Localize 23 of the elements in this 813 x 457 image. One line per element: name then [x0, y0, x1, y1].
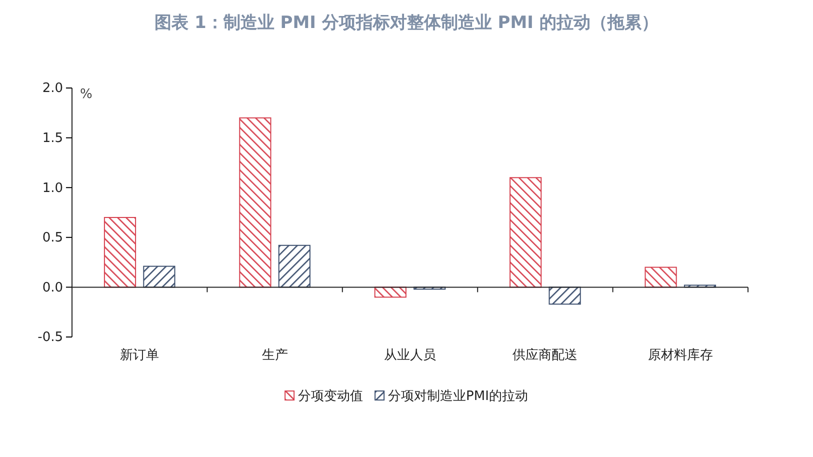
- legend-label: 分项变动值: [298, 389, 364, 404]
- x-tick-label: 新订单: [120, 348, 160, 363]
- y-tick-label: -0.5: [38, 330, 63, 346]
- y-tick-label: 2.0: [42, 81, 63, 96]
- bar: [374, 286, 406, 298]
- x-tick-label: 从业人员: [384, 348, 436, 363]
- y-tick-label: 0.0: [42, 280, 63, 296]
- x-tick-label: 生产: [262, 348, 288, 363]
- bar: [104, 216, 136, 288]
- bar: [143, 266, 176, 288]
- bar: [510, 177, 542, 288]
- legend-label: 分项对制造业PMI的拉动: [388, 389, 528, 404]
- y-axis-title: %: [80, 87, 92, 102]
- bar: [278, 244, 310, 288]
- bar: [239, 117, 272, 288]
- x-tick-label: 原材料库存: [648, 348, 713, 363]
- y-tick-label: 1.5: [42, 130, 63, 146]
- chart-title: 图表 1：制造业 PMI 分项指标对整体制造业 PMI 的拉动（拖累）: [154, 13, 658, 33]
- y-tick-label: 1.0: [42, 180, 63, 196]
- y-tick-label: 0.5: [42, 230, 63, 246]
- bar: [548, 286, 581, 305]
- bar: [644, 266, 677, 288]
- x-tick-label: 供应商配送: [512, 347, 578, 363]
